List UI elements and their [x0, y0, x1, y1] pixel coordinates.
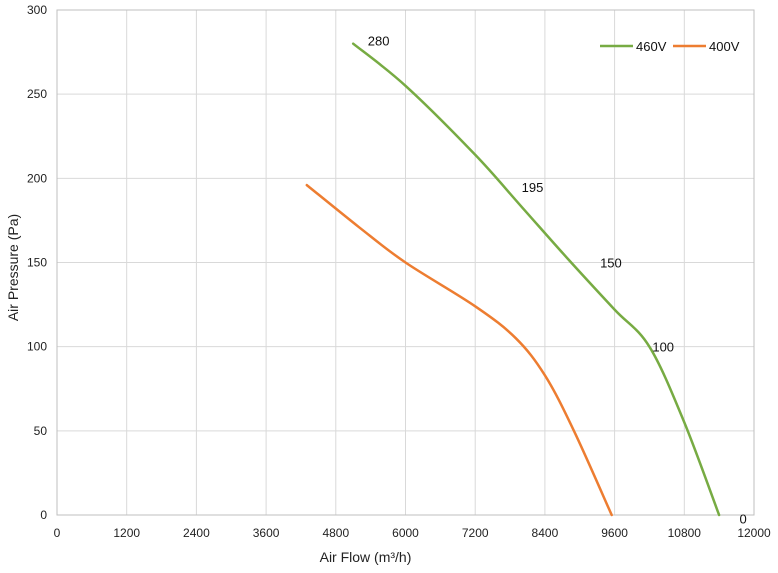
point-label: 0 [739, 511, 746, 526]
x-tick-label: 9600 [601, 526, 628, 540]
y-tick-label: 50 [34, 424, 48, 438]
series-line-460v [351, 42, 721, 517]
point-label: 280 [368, 33, 390, 48]
x-tick-label: 2400 [183, 526, 210, 540]
x-tick-label: 8400 [532, 526, 559, 540]
x-tick-label: 1200 [113, 526, 140, 540]
series-lines [305, 42, 721, 517]
y-tick-label: 300 [27, 3, 47, 17]
annotations: 280 195 150 100 0 [368, 33, 747, 526]
x-tick-label: 10800 [668, 526, 702, 540]
y-tick-label: 150 [27, 256, 47, 270]
plot-frame [56, 9, 755, 516]
point-label: 195 [522, 180, 544, 195]
y-tick-label: 250 [27, 87, 47, 101]
x-tick-label: 0 [54, 526, 61, 540]
point-label: 100 [652, 340, 674, 355]
series-line-400v [305, 183, 613, 517]
x-axis-ticks: 0 1200 2400 3600 4800 6000 7200 8400 9600 10800 12… [54, 526, 771, 540]
x-axis-title: Air Flow (m³/h) [320, 549, 412, 565]
y-tick-label: 200 [27, 171, 47, 185]
x-tick-label: 4800 [322, 526, 349, 540]
x-tick-label: 12000 [737, 526, 771, 540]
x-tick-label: 3600 [253, 526, 280, 540]
y-tick-label: 0 [40, 508, 47, 522]
legend-label-460v: 460V [636, 39, 667, 54]
y-axis-title: Air Pressure (Pa) [5, 214, 21, 321]
y-axis-ticks: 0 50 100 150 200 250 300 [27, 3, 47, 522]
legend-label-400v: 400V [709, 39, 740, 54]
point-label: 150 [600, 256, 622, 271]
y-tick-label: 100 [27, 340, 47, 354]
x-tick-label: 7200 [462, 526, 489, 540]
legend: 460V 400V [600, 39, 740, 54]
x-tick-label: 6000 [392, 526, 419, 540]
